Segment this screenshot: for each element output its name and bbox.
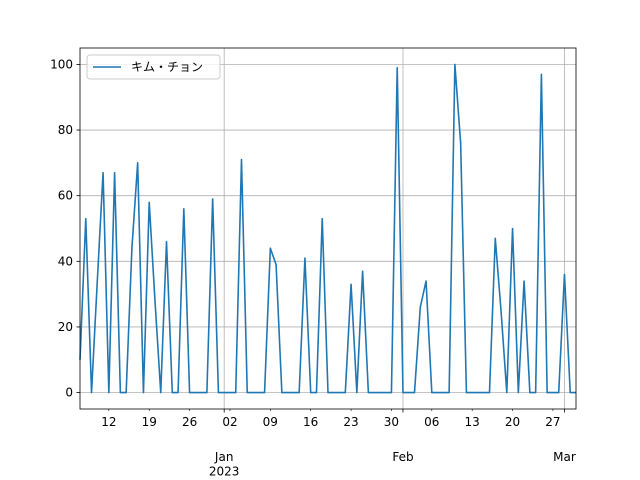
y-tick-label: 20	[58, 320, 73, 334]
x-tick-label: 26	[182, 415, 197, 429]
x-tick-label: 09	[263, 415, 278, 429]
plot-frame	[79, 47, 577, 410]
y-tick-label: 100	[50, 57, 73, 71]
x-major-tick-label: Mar	[553, 450, 576, 464]
x-tick-label: 23	[343, 415, 358, 429]
y-tick-label: 0	[65, 386, 73, 400]
x-tick-label: 20	[505, 415, 520, 429]
legend-box	[86, 54, 221, 80]
y-tick-label: 80	[58, 123, 73, 137]
y-tick-label: 40	[58, 254, 73, 268]
x-tick-label: 12	[101, 415, 116, 429]
x-tick-label: 13	[465, 415, 480, 429]
x-major-tick-label: Jan 2023	[209, 450, 240, 478]
x-tick-label: 16	[303, 415, 318, 429]
x-tick-label: 19	[142, 415, 157, 429]
data-line	[79, 63, 576, 394]
legend-label: キム・チョン	[131, 60, 203, 74]
y-tick-label: 60	[58, 189, 73, 203]
x-major-tick-label: Feb	[392, 450, 413, 464]
x-tick-label: 30	[384, 415, 399, 429]
x-tick-label: 06	[424, 415, 439, 429]
x-tick-label: 27	[545, 415, 560, 429]
x-tick-label: 02	[222, 415, 237, 429]
